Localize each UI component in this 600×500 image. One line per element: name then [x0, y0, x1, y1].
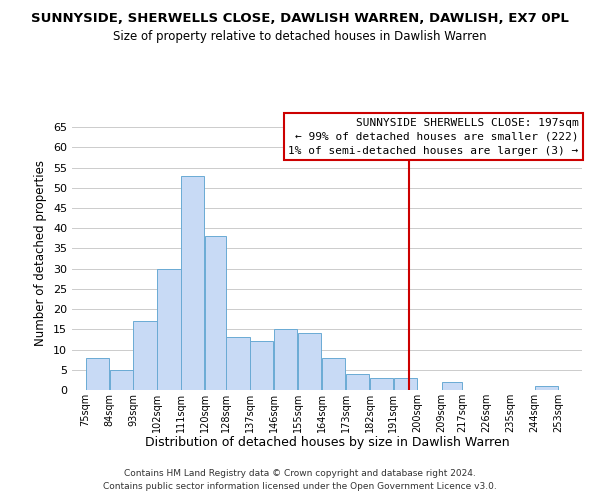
Y-axis label: Number of detached properties: Number of detached properties	[34, 160, 47, 346]
Bar	[133, 322, 157, 390]
Text: SUNNYSIDE SHERWELLS CLOSE: 197sqm
← 99% of detached houses are smaller (222)
1% : SUNNYSIDE SHERWELLS CLOSE: 197sqm ← 99% …	[288, 118, 578, 156]
Text: Size of property relative to detached houses in Dawlish Warren: Size of property relative to detached ho…	[113, 30, 487, 43]
Bar	[322, 358, 345, 390]
Bar	[157, 268, 181, 390]
Bar	[298, 334, 321, 390]
Text: Contains public sector information licensed under the Open Government Licence v3: Contains public sector information licen…	[103, 482, 497, 491]
Bar	[181, 176, 205, 390]
Bar	[86, 358, 109, 390]
Bar	[535, 386, 557, 390]
Text: Contains HM Land Registry data © Crown copyright and database right 2024.: Contains HM Land Registry data © Crown c…	[124, 468, 476, 477]
Text: Distribution of detached houses by size in Dawlish Warren: Distribution of detached houses by size …	[145, 436, 509, 449]
Bar	[205, 236, 226, 390]
Bar	[226, 338, 250, 390]
Bar	[370, 378, 393, 390]
Bar	[394, 378, 417, 390]
Bar	[274, 330, 298, 390]
Bar	[346, 374, 369, 390]
Text: SUNNYSIDE, SHERWELLS CLOSE, DAWLISH WARREN, DAWLISH, EX7 0PL: SUNNYSIDE, SHERWELLS CLOSE, DAWLISH WARR…	[31, 12, 569, 26]
Bar	[110, 370, 133, 390]
Bar	[442, 382, 462, 390]
Bar	[250, 342, 274, 390]
